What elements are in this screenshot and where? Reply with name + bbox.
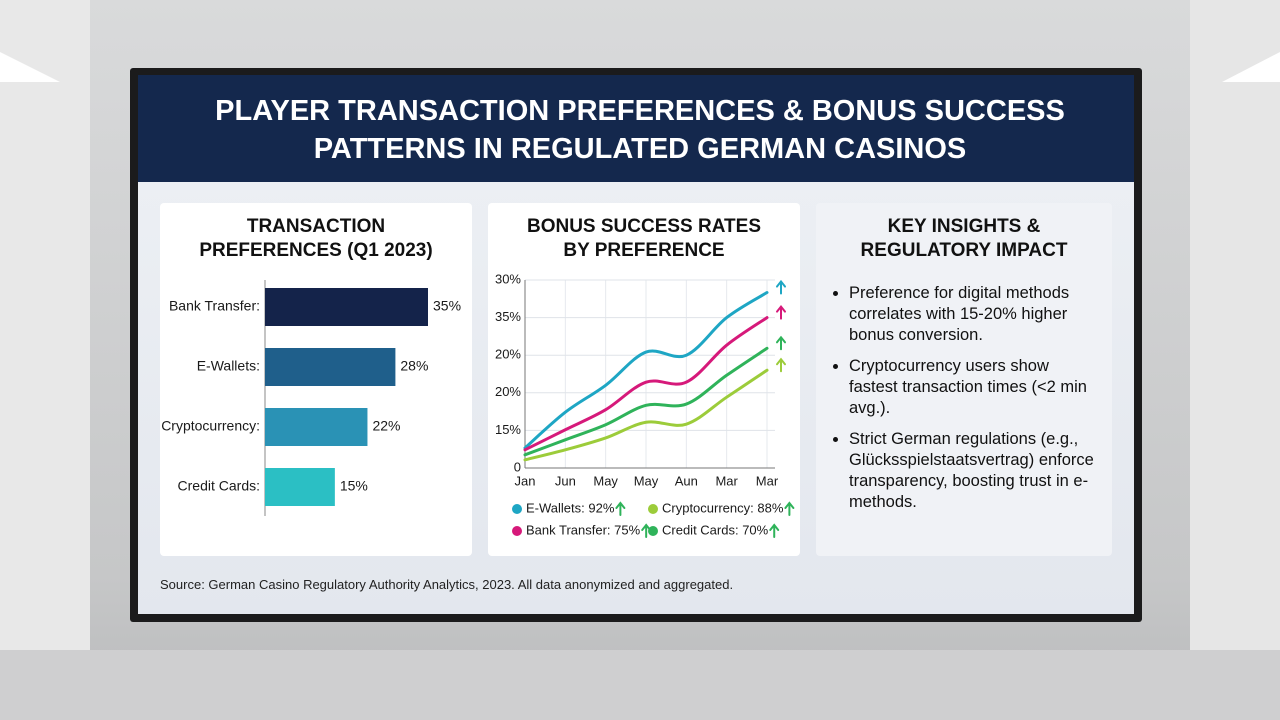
category-label: Credit Cards: (178, 478, 260, 494)
category-label: E-Wallets: (197, 358, 260, 374)
x-tick-label: Jun (555, 473, 576, 488)
arrow-icon (776, 335, 786, 351)
arrow-icon (776, 304, 786, 320)
x-tick-label: Aun (675, 473, 698, 488)
y-tick-label: 15% (495, 422, 521, 437)
legend-label: Cryptocurrency: 88% (662, 500, 784, 515)
right-wall (1190, 0, 1280, 720)
x-tick-label: Mar (715, 473, 738, 488)
legend-label: E-Wallets: 92% (526, 500, 615, 515)
y-tick-label: 20% (495, 347, 521, 362)
x-tick-label: Mar (756, 473, 779, 488)
insight: Preference for digital methods correlate… (849, 283, 1102, 346)
arrow-icon (769, 523, 780, 538)
arrow-icon (615, 501, 626, 516)
y-tick-label: 35% (495, 309, 521, 324)
light (0, 52, 60, 82)
value-label: 28% (400, 358, 428, 374)
card (816, 203, 1112, 556)
legend-marker (648, 526, 658, 536)
floor (0, 650, 1280, 720)
header-band (138, 75, 1134, 182)
value-label: 15% (340, 478, 368, 494)
legend-marker (648, 504, 658, 514)
y-tick-label: 30% (495, 271, 521, 286)
arrow-icon (776, 357, 786, 373)
series-line (523, 316, 769, 452)
insights-title: KEY INSIGHTS & REGULATORY IMPACT (860, 216, 1068, 261)
legend-label: Bank Transfer: 75% (526, 522, 641, 537)
chart-title: BONUS SUCCESS RATES BY PREFERENCE (526, 216, 761, 261)
header-title: PLAYER TRANSACTION PREFERENCES & BONUS S… (215, 95, 1065, 165)
value-label: 22% (372, 418, 400, 434)
x-tick-label: May (634, 473, 659, 488)
x-tick-label: Jan (515, 473, 536, 488)
insight: Strict German regulations (e.g., Glückss… (849, 429, 1102, 513)
bar (265, 408, 368, 446)
insight: Cryptocurrency users show fastest transa… (849, 356, 1102, 419)
legend-marker (512, 504, 522, 514)
legend-label: Credit Cards: 70% (662, 522, 769, 537)
y-tick-label: 0 (514, 459, 521, 474)
series-line (523, 346, 769, 457)
value-label: 35% (433, 298, 461, 314)
insight-list: Preference for digital methods correlate… (832, 283, 1102, 513)
bar (265, 468, 335, 506)
source-note: Source: German Casino Regulatory Authori… (160, 577, 734, 592)
light (1222, 52, 1280, 82)
arrow-icon (776, 279, 786, 295)
series-line (523, 291, 769, 450)
category-label: Cryptocurrency: (161, 418, 260, 434)
bar (265, 348, 396, 386)
x-tick-label: May (593, 473, 618, 488)
bar (265, 288, 428, 326)
y-tick-label: 20% (495, 384, 521, 399)
legend-marker (512, 526, 522, 536)
series-line (523, 368, 769, 462)
chart-title: TRANSACTION PREFERENCES (Q1 2023) (199, 216, 433, 261)
left-wall (0, 0, 90, 720)
arrow-icon (784, 501, 795, 516)
category-label: Bank Transfer: (169, 298, 260, 314)
insights: Preference for digital methods correlate… (832, 283, 1102, 523)
